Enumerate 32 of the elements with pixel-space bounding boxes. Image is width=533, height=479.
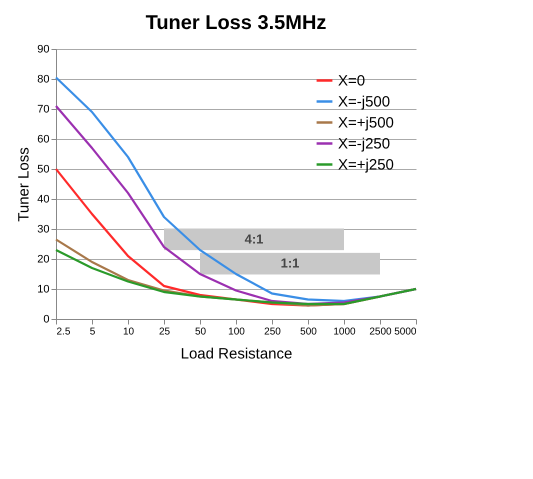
y-tick-label: 60: [37, 134, 50, 146]
y-tick-label: 80: [37, 74, 50, 86]
x-tick-label: 100: [228, 326, 246, 338]
legend-label: X=+j500: [338, 114, 394, 132]
x-tick-label: 5: [90, 326, 96, 338]
x-tick-label: 1000: [333, 326, 356, 338]
legend-label: X=-j250: [338, 136, 390, 152]
legend-label: X=-j500: [338, 94, 390, 110]
x-axis-title: Load Resistance: [180, 346, 292, 362]
x-tick-label: 10: [122, 326, 134, 338]
y-tick-label: 30: [37, 224, 50, 236]
x-tick-label: 500: [300, 326, 318, 338]
x-tick-label: 5000: [394, 326, 417, 338]
y-tick-label: 90: [37, 44, 50, 56]
legend-label: X=+j250: [338, 156, 394, 174]
x-tick-label: 250: [264, 326, 282, 338]
y-tick-label: 70: [37, 104, 50, 116]
legend-label: X=0: [338, 72, 366, 90]
y-tick-label: 10: [37, 284, 50, 296]
chart-title: Tuner Loss 3.5MHz: [146, 12, 326, 34]
y-tick-label: 40: [37, 194, 50, 206]
y-tick-label: 20: [37, 254, 50, 266]
y-axis-title: Tuner Loss: [15, 147, 32, 222]
band-label: 4:1: [244, 231, 264, 246]
x-tick-label: 25: [158, 326, 170, 338]
line-series: [54, 248, 418, 306]
x-tick-label: 50: [194, 326, 206, 338]
band-label: 1:1: [280, 256, 300, 271]
y-tick-label: 0: [43, 314, 50, 326]
x-tick-label: 2500: [369, 326, 392, 338]
y-tick-label: 50: [37, 164, 50, 176]
x-tick-label: 2.5: [56, 326, 71, 338]
